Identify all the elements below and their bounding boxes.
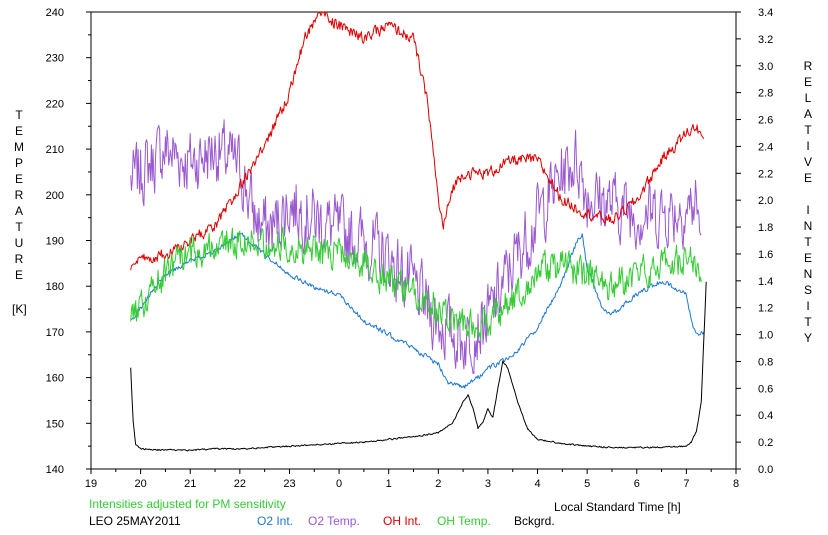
right-tick-label: 1.4 [758,276,773,288]
left-tick-label: 200 [46,190,64,202]
left-axis-letter: U [15,236,24,250]
right-axis-letter: Y [804,331,812,345]
right-tick-label: 0.2 [758,437,773,449]
right-axis-letter: E [804,251,812,265]
right-tick-label: 0.4 [758,410,773,422]
left-tick-label: 180 [46,281,64,293]
x-tick-label: 23 [283,478,295,490]
x-tick-label: 4 [534,478,540,490]
right-axis-letter: V [804,155,812,169]
right-axis-letter: T [804,123,812,137]
right-tick-label: 1.2 [758,303,773,315]
right-tick-label: 1.8 [758,222,773,234]
right-axis-letter: S [804,283,812,297]
left-tick-label: 150 [46,418,64,430]
left-axis-letter: P [15,156,23,170]
right-axis-letter: T [804,235,812,249]
right-tick-label: 0.0 [758,464,773,476]
left-tick-label: 160 [46,373,64,385]
right-axis-letter: I [806,203,809,217]
x-tick-label: 1 [386,478,392,490]
right-axis-letter: N [804,219,813,233]
series-line-o2-temp [130,119,702,374]
right-tick-label: 3.4 [758,7,773,19]
left-axis-letter: M [14,140,24,154]
right-axis-letter: L [805,91,812,105]
left-tick-label: 240 [46,7,64,19]
left-tick-label: 220 [46,98,64,110]
left-tick-label: 210 [46,144,64,156]
left-axis-letter: R [15,252,24,266]
left-tick-label: 190 [46,236,64,248]
right-axis-letter: T [804,315,812,329]
right-tick-label: 0.8 [758,356,773,368]
right-axis-letter: I [806,139,809,153]
x-tick-label: 6 [634,478,640,490]
legend-bckgrd: Bckgrd. [514,514,555,528]
legend-o2-temp: O2 Temp. [308,514,360,528]
left-axis-letter: A [15,204,23,218]
series-line-oh-int [130,11,705,271]
right-axis-letter: E [804,75,812,89]
right-tick-label: 2.0 [758,195,773,207]
series-line-oh-temp [130,226,702,341]
left-axis-letter: E [15,172,23,186]
x-tick-label: 3 [485,478,491,490]
legend-o2-int: O2 Int. [257,514,293,528]
x-tick-label: 8 [733,478,739,490]
left-tick-label: 140 [46,464,64,476]
x-axis-label: Local Standard Time [h] [554,500,681,514]
right-axis-letter: R [804,59,813,73]
x-tick-label: 19 [85,478,97,490]
note-text: Intensities adjusted for PM sensitivity [89,497,286,511]
right-tick-label: 2.2 [758,168,773,180]
right-tick-label: 0.6 [758,383,773,395]
legend-oh-int: OH Int. [383,514,421,528]
x-tick-label: 21 [184,478,196,490]
left-axis-letter: E [15,124,23,138]
right-tick-label: 2.8 [758,88,773,100]
right-tick-label: 1.0 [758,330,773,342]
series-line-o2-int [130,232,705,389]
x-tick-label: 20 [134,478,146,490]
x-tick-label: 5 [584,478,590,490]
left-tick-label: 230 [46,53,64,65]
series-group [130,11,707,452]
right-axis-letter: I [806,299,809,313]
x-tick-label: 2 [435,478,441,490]
right-tick-label: 3.2 [758,34,773,46]
station-label: LEO 25MAY2011 [89,514,181,528]
x-tick-label: 0 [336,478,342,490]
right-tick-label: 2.4 [758,141,773,153]
x-tick-label: 22 [234,478,246,490]
right-tick-label: 1.6 [758,249,773,261]
axis-labels: 19 20 21 22 23 0 1 2 3 4 5 6 7 8140150160170180190200… [14,7,813,490]
left-axis-letter: R [15,188,24,202]
right-axis-letter: A [804,107,812,121]
right-tick-label: 2.6 [758,115,773,127]
legend-oh-temp: OH Temp. [437,514,491,528]
series-line-bckgrd [130,281,707,452]
x-tick-label: 7 [683,478,689,490]
right-axis-letter: N [804,267,813,281]
left-tick-label: 170 [46,327,64,339]
right-tick-label: 3.0 [758,61,773,73]
left-axis-letter: E [15,268,23,282]
left-axis-unit: [K] [12,302,27,316]
right-axis-letter: E [804,171,812,185]
axis-ticks [86,11,741,474]
left-axis-letter: T [15,220,23,234]
left-axis-letter: T [15,108,23,122]
